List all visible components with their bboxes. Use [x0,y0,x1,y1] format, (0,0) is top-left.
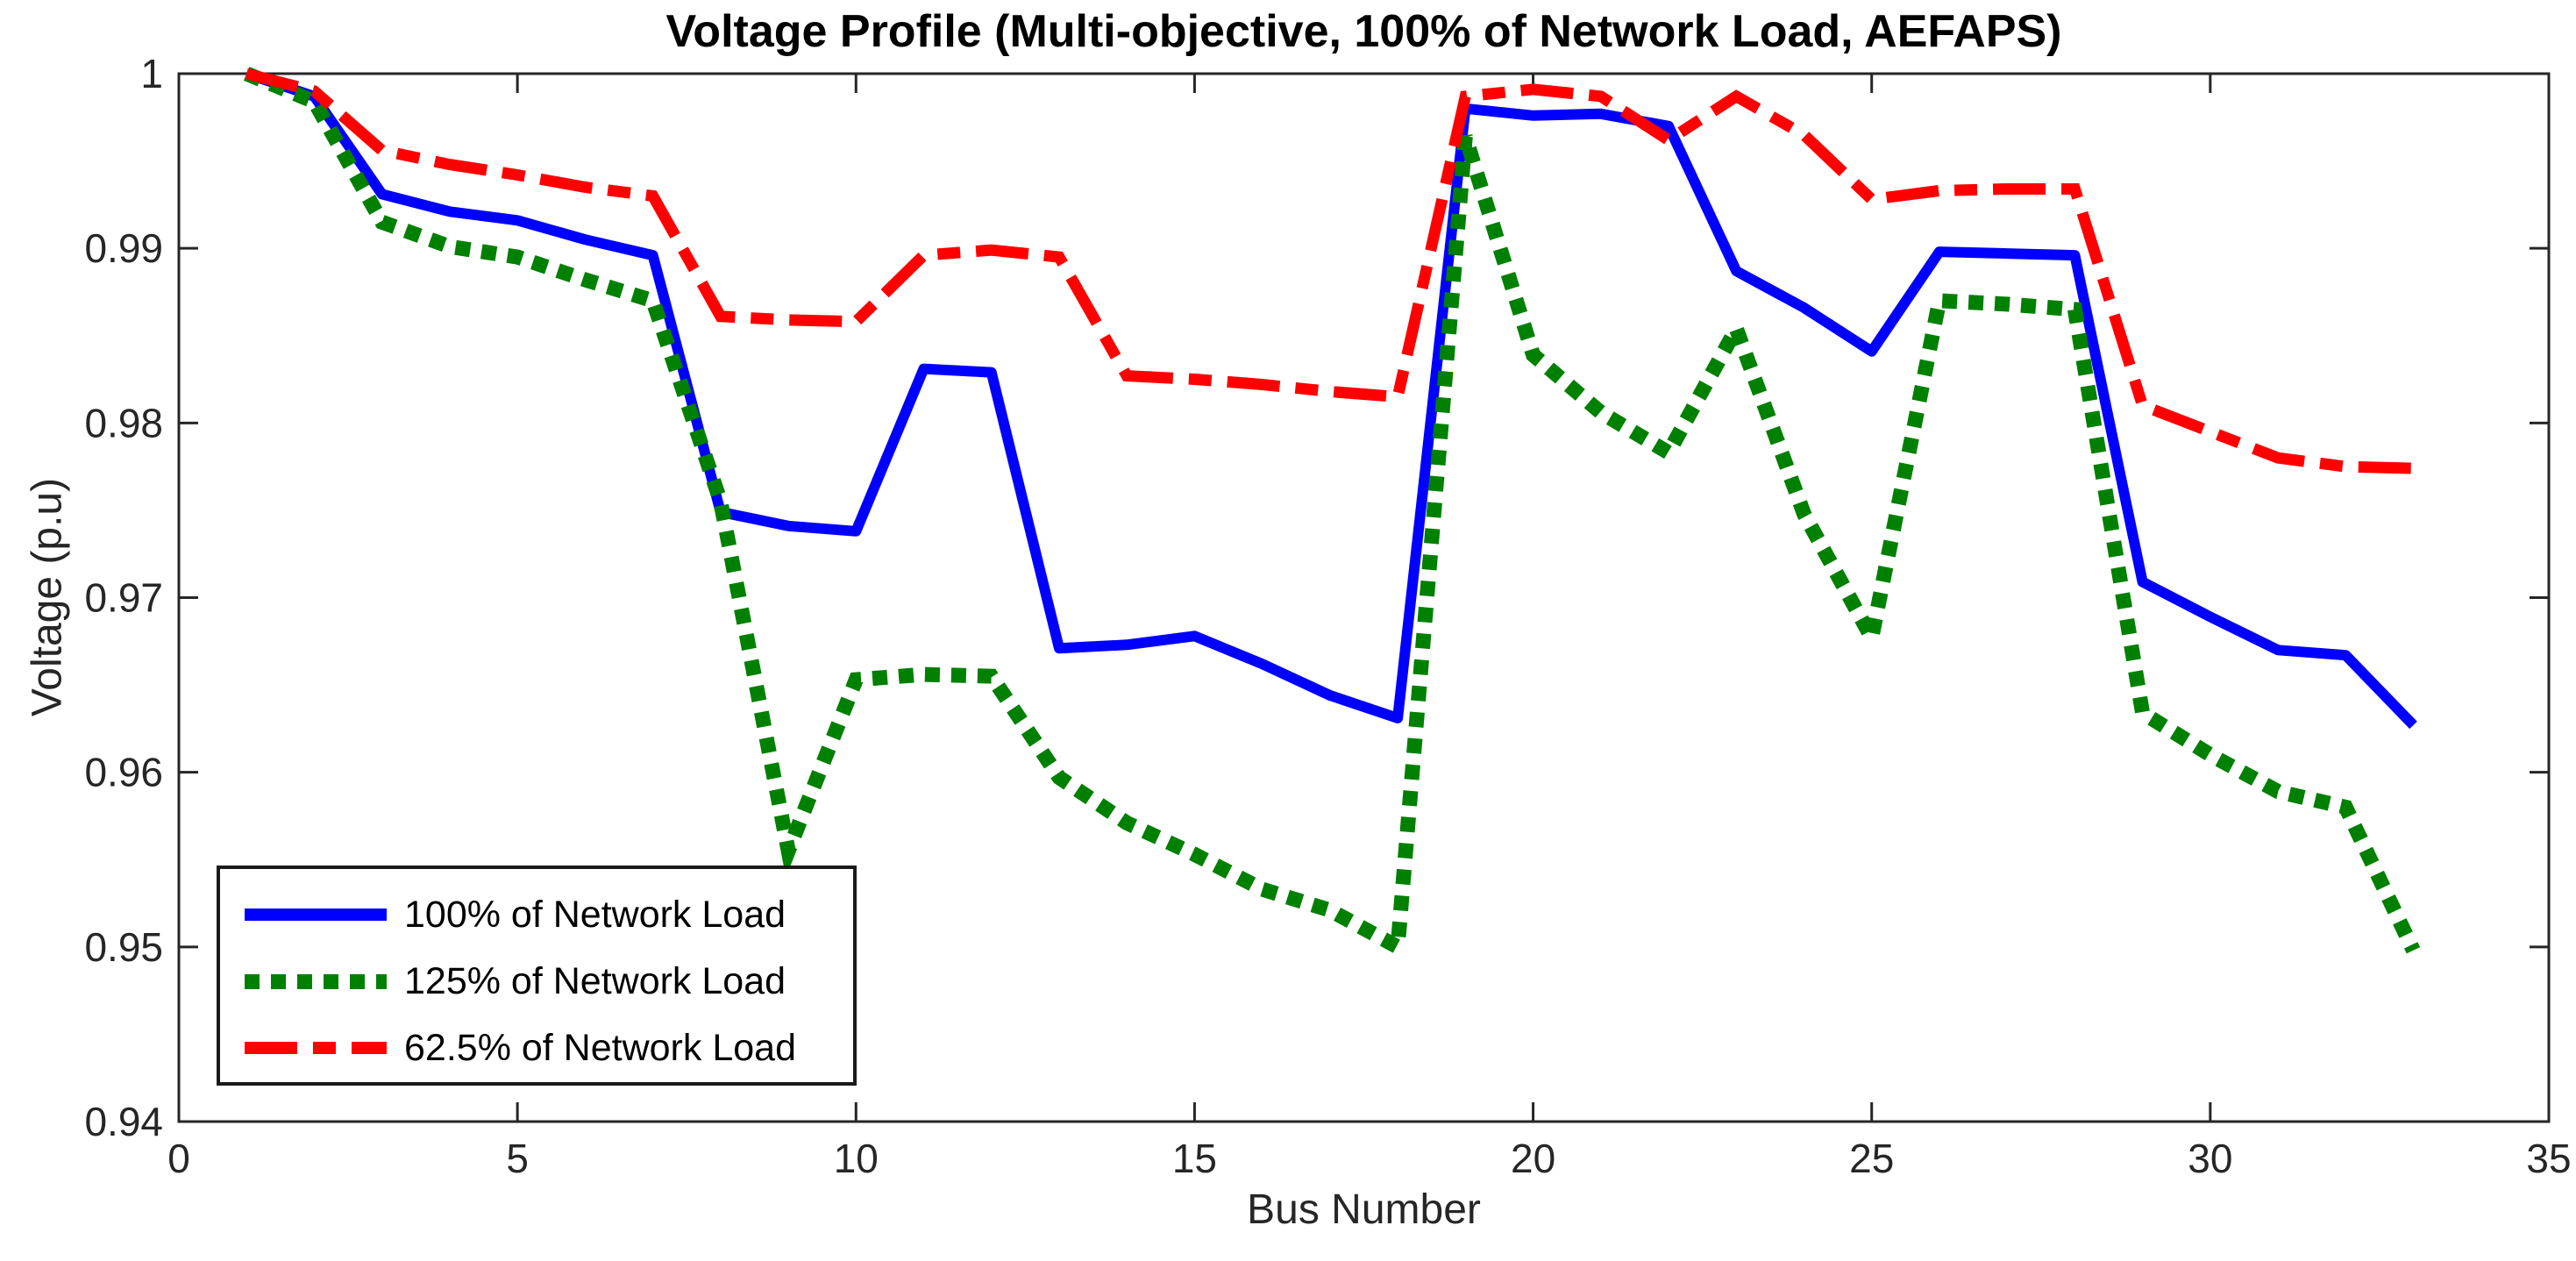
x-tick-label-35: 35 [2526,1136,2571,1181]
y-tick-label-0.96: 0.96 [84,750,163,795]
y-tick-label-0.94: 0.94 [84,1099,163,1144]
y-tick-label-0.99: 0.99 [84,225,163,271]
x-tick-label-0: 0 [167,1136,190,1181]
legend-box: 100% of Network Load 125% of Network Loa… [217,866,857,1086]
legend-line-sample-dotted-green [245,973,387,989]
series-line-0 [245,68,2417,730]
legend-item-62-5pct: 62.5% of Network Load [220,1026,853,1070]
x-tick-label-5: 5 [506,1136,529,1181]
x-tick-label-30: 30 [2188,1136,2232,1181]
legend-line-sample-dashdot-red [245,1042,387,1054]
x-tick-label-20: 20 [1511,1136,1555,1181]
legend-label: 125% of Network Load [404,959,786,1002]
legend-item-100pct: 100% of Network Load [220,893,853,937]
y-tick-label-0.97: 0.97 [84,575,163,621]
x-axis-label: Bus Number [1247,1186,1481,1233]
y-axis-label: Voltage (p.u) [24,477,71,717]
chart-title: Voltage Profile (Multi-objective, 100% o… [665,6,2062,57]
x-tick-label-25: 25 [1849,1136,1894,1181]
legend-label: 62.5% of Network Load [404,1026,796,1069]
legend-line-sample-solid-blue [245,908,387,921]
series-line-1 [243,67,2421,959]
x-tick-label-15: 15 [1172,1136,1217,1181]
y-tick-label-0.95: 0.95 [84,924,163,970]
legend-label: 100% of Network Load [404,893,786,936]
legend-item-125pct: 125% of Network Load [220,959,853,1003]
y-tick-label-0.98: 0.98 [84,400,163,445]
x-tick-label-10: 10 [834,1136,879,1181]
y-tick-label-1: 1 [140,51,163,96]
